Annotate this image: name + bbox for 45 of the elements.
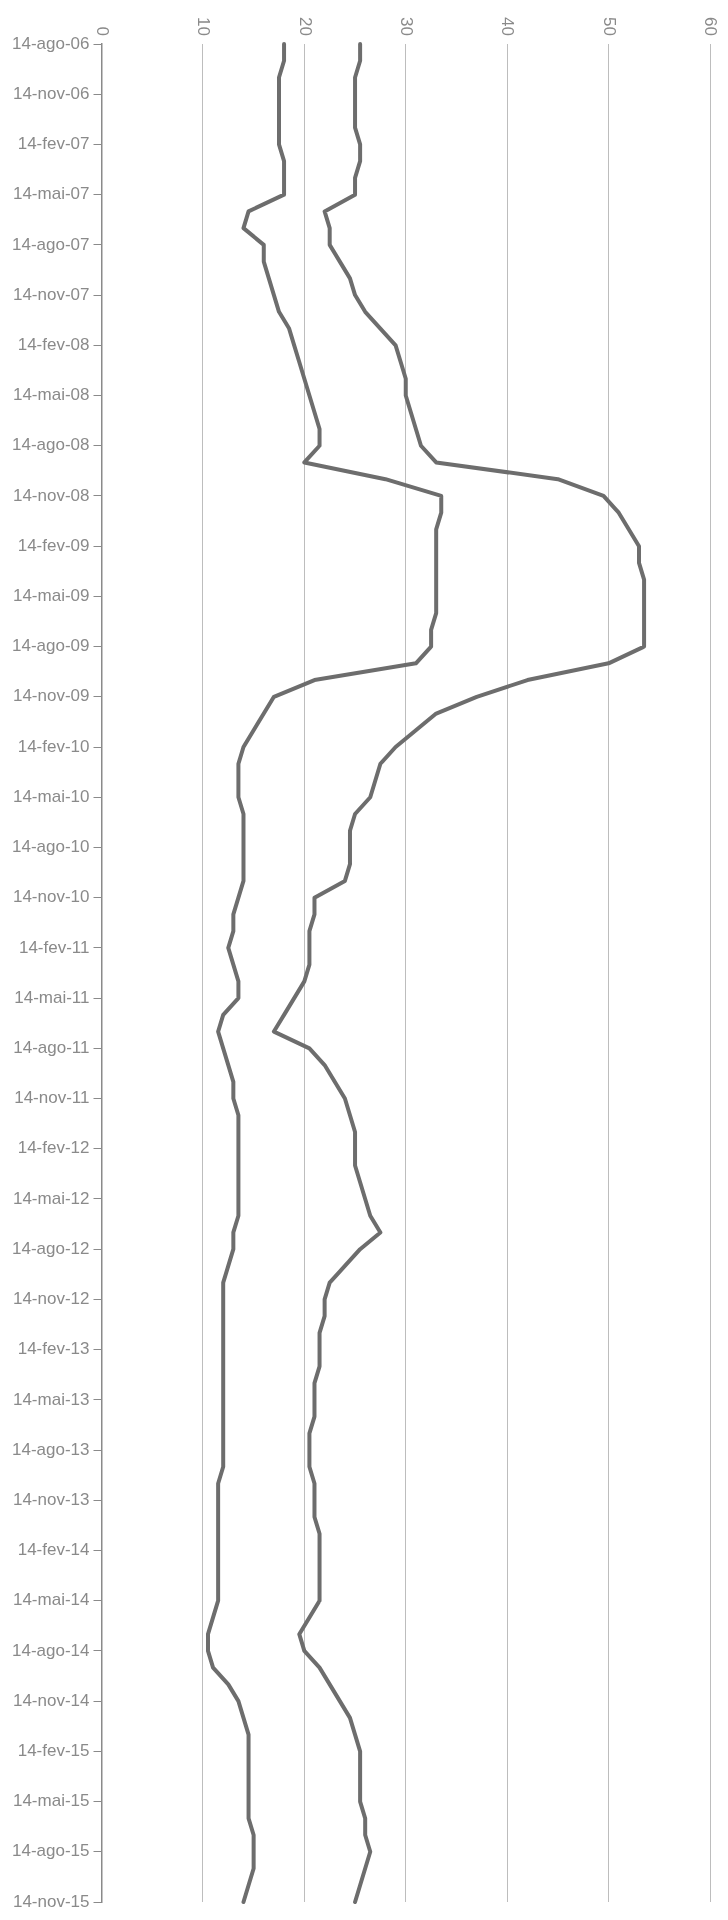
y-tick-label: 14-mai-10 [12,786,90,806]
y-tick-label: 14-mai-12 [12,1188,90,1208]
x-tick-label: 10 [194,17,214,37]
x-tick-label: 0 [92,26,112,37]
y-tick-label: 14-ago-07 [11,234,90,254]
y-tick-label: 14-mai-13 [12,1389,90,1409]
y-tick-label: 14-nov-09 [12,686,90,706]
y-tick-label: 14-ago-09 [11,636,90,656]
x-tick-label: 50 [599,17,619,37]
y-tick-label: 14-ago-12 [11,1238,90,1258]
y-tick-label: 14-fev-09 [17,535,90,555]
y-tick-label: 14-fev-07 [17,134,90,154]
y-tick-label: 14-nov-11 [14,1088,90,1108]
y-tick-label: 14-mai-08 [12,385,90,405]
y-tick-label: 14-fev-11 [18,937,90,957]
y-tick-label: 14-fev-15 [17,1741,90,1761]
y-tick-label: 14-nov-15 [12,1891,90,1911]
x-tick-label: 60 [701,17,721,37]
y-tick-label: 14-ago-14 [11,1640,90,1660]
y-tick-label: 14-fev-12 [17,1138,90,1158]
y-tick-label: 14-ago-08 [11,435,90,455]
y-tick-label: 14-ago-10 [11,837,90,857]
y-tick-label: 14-nov-08 [12,485,90,505]
y-tick-label: 14-mai-15 [12,1791,90,1811]
y-tick-label: 14-mai-07 [12,184,90,204]
x-tick-label: 20 [295,17,315,37]
y-tick-label: 14-fev-13 [17,1339,90,1359]
y-tick-label: 14-fev-14 [17,1540,90,1560]
y-tick-label: 14-nov-13 [12,1489,90,1509]
y-tick-label: 14-nov-06 [12,83,90,103]
x-tick-label: 30 [397,17,417,37]
y-tick-label: 14-ago-15 [11,1841,90,1861]
x-tick-label: 40 [498,17,518,37]
y-tick-label: 14-nov-12 [12,1289,90,1309]
y-tick-label: 14-mai-14 [12,1590,90,1610]
y-tick-label: 14-ago-06 [11,33,90,53]
y-tick-label: 14-mai-11 [14,987,90,1007]
y-tick-label: 14-nov-14 [12,1690,90,1710]
y-tick-label: 14-ago-13 [11,1439,90,1459]
y-tick-label: 14-nov-10 [12,887,90,907]
y-tick-label: 14-fev-08 [17,334,90,354]
y-tick-label: 14-mai-09 [12,586,90,606]
y-tick-label: 14-nov-07 [12,284,90,304]
y-tick-label: 14-fev-10 [17,736,90,756]
y-tick-label: 14-ago-11 [13,1038,90,1058]
